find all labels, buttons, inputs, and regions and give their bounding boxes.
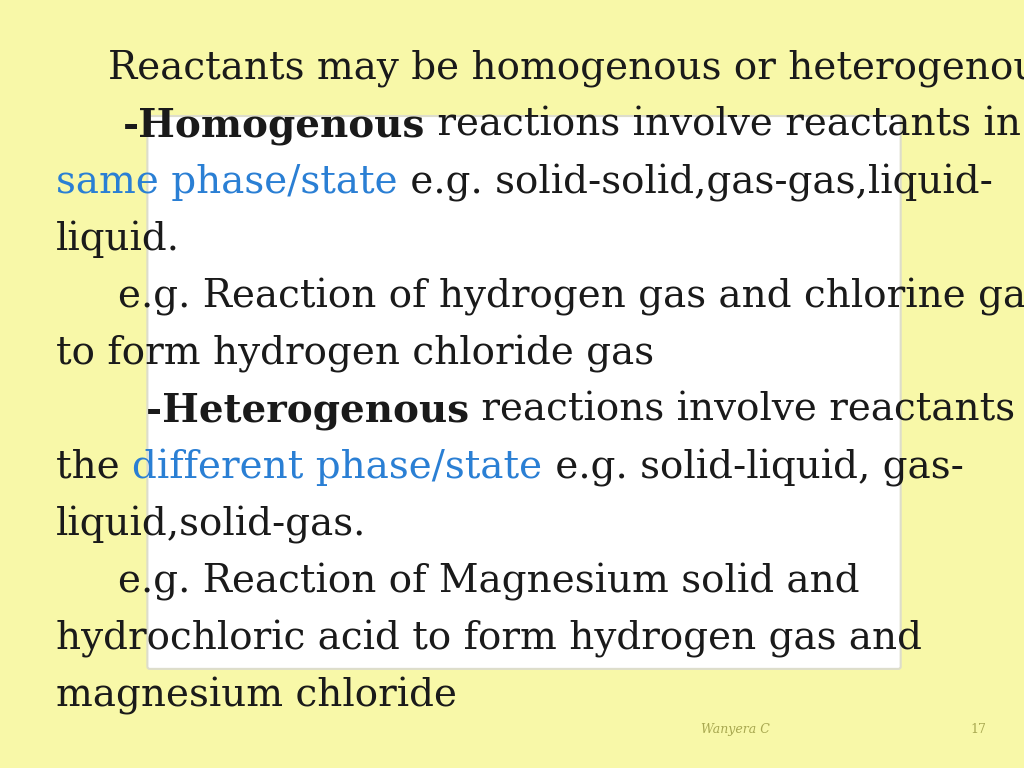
Text: hydrochloric acid to form hydrogen gas and: hydrochloric acid to form hydrogen gas a…: [56, 620, 923, 658]
Text: liquid,solid-gas.: liquid,solid-gas.: [56, 506, 367, 544]
Text: the: the: [56, 449, 132, 486]
Text: e.g. solid-solid,gas-gas,liquid-: e.g. solid-solid,gas-gas,liquid-: [398, 164, 993, 202]
Text: e.g. solid-liquid, gas-: e.g. solid-liquid, gas-: [543, 449, 964, 487]
Text: e.g. Reaction of Magnesium solid and: e.g. Reaction of Magnesium solid and: [118, 563, 859, 601]
Text: reactions involve reactants in the: reactions involve reactants in the: [425, 107, 1024, 144]
Text: different phase/state: different phase/state: [132, 449, 543, 486]
Text: 17: 17: [971, 723, 987, 736]
Text: liquid.: liquid.: [56, 221, 180, 258]
Text: -Heterogenous: -Heterogenous: [92, 392, 469, 430]
Text: e.g. Reaction of hydrogen gas and chlorine gas: e.g. Reaction of hydrogen gas and chlori…: [118, 278, 1024, 316]
Text: -Homogenous: -Homogenous: [123, 107, 425, 145]
Text: Reactants may be homogenous or heterogenous.: Reactants may be homogenous or heterogen…: [108, 50, 1024, 88]
Text: Wanyera C: Wanyera C: [701, 723, 770, 736]
Text: same phase/state: same phase/state: [56, 164, 398, 201]
Text: reactions involve reactants in: reactions involve reactants in: [469, 392, 1024, 429]
Text: magnesium chloride: magnesium chloride: [56, 677, 458, 715]
FancyBboxPatch shape: [147, 116, 901, 669]
Text: to form hydrogen chloride gas: to form hydrogen chloride gas: [56, 335, 654, 373]
